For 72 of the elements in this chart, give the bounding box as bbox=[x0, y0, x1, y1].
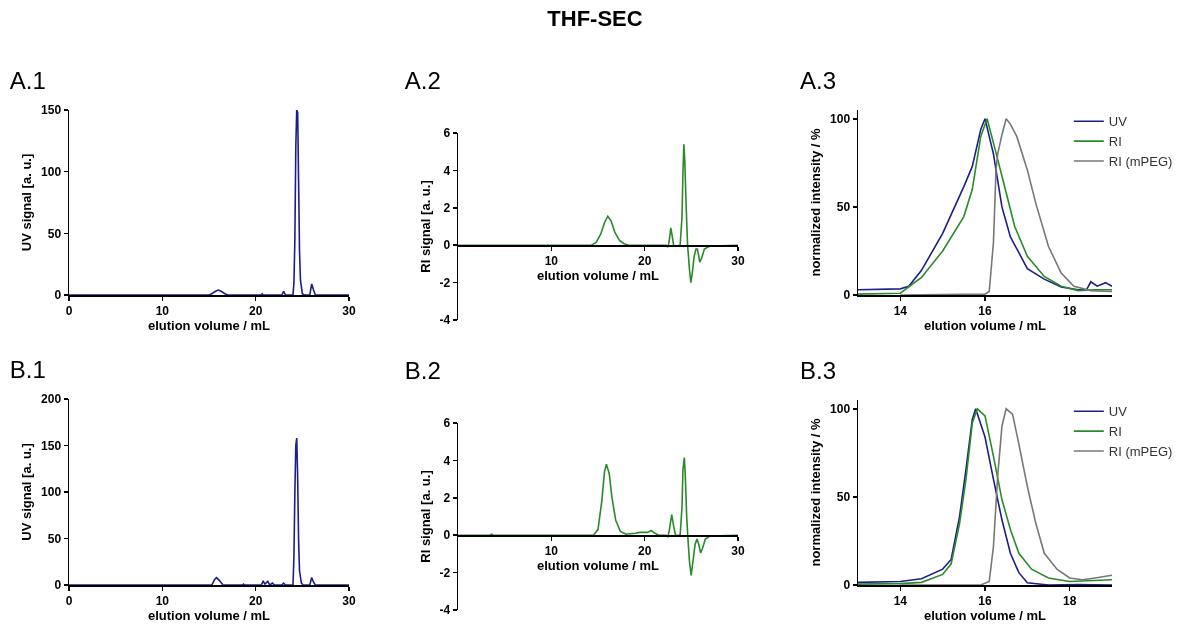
y-tick-label: 0 bbox=[54, 578, 62, 593]
y-tick-label: 100 bbox=[41, 164, 62, 179]
y-tick-label: 2 bbox=[443, 201, 451, 215]
y-axis-title: normalized intensity / % bbox=[808, 128, 824, 277]
text: THF-SEC bbox=[546, 6, 644, 32]
x-tick-label: 30 bbox=[342, 303, 356, 318]
y-tick-label: -2 bbox=[439, 275, 451, 290]
y-axis-title: RI signal [a. u.] bbox=[417, 470, 433, 563]
y-tick-label: 6 bbox=[443, 126, 451, 141]
x-tick-label: 10 bbox=[155, 593, 170, 608]
x-axis-title: elution volume / mL bbox=[923, 608, 1047, 624]
x-axis-title: elution volume / mL bbox=[147, 608, 271, 624]
x-tick-label: 20 bbox=[248, 303, 263, 318]
y-tick-label: 4 bbox=[443, 163, 451, 178]
y-tick-label: 100 bbox=[41, 485, 62, 500]
x-tick-label: 18 bbox=[1062, 593, 1077, 608]
x-tick-label: 14 bbox=[893, 303, 908, 318]
x-tick-label: 20 bbox=[637, 254, 652, 269]
x-axis-title: elution volume / mL bbox=[923, 318, 1047, 334]
y-tick-label: 0 bbox=[443, 528, 451, 543]
chart-title: B.3 bbox=[800, 356, 837, 384]
y-tick-label: 50 bbox=[47, 226, 62, 241]
y-tick-label: 6 bbox=[443, 416, 451, 431]
x-tick-label: 10 bbox=[155, 303, 170, 318]
y-tick-label: 50 bbox=[836, 490, 851, 505]
legend-label: UV bbox=[1108, 404, 1128, 420]
y-tick-label: 0 bbox=[843, 578, 851, 593]
y-axis-title: normalized intensity / % bbox=[808, 418, 824, 567]
x-tick-label: 0 bbox=[65, 303, 73, 318]
x-tick-label: 16 bbox=[978, 593, 992, 608]
x-axis-title: elution volume / mL bbox=[536, 268, 660, 284]
y-tick-label: 100 bbox=[830, 402, 851, 417]
x-tick-label: 16 bbox=[978, 303, 992, 318]
y-axis-title: RI signal [a. u.] bbox=[417, 180, 433, 273]
x-tick-label: 30 bbox=[731, 544, 745, 559]
x-tick-label: 10 bbox=[544, 254, 559, 269]
y-axis-title: UV signal [a. u.] bbox=[19, 153, 35, 252]
y-tick-label: 50 bbox=[47, 531, 62, 546]
y-tick-label: 0 bbox=[843, 288, 851, 303]
x-tick-label: 20 bbox=[637, 544, 652, 559]
x-tick-label: 0 bbox=[65, 593, 73, 608]
x-tick-label: 30 bbox=[731, 254, 745, 269]
y-tick-label: -4 bbox=[439, 313, 451, 328]
legend-label: RI (mPEG) bbox=[1108, 154, 1173, 170]
x-tick-label: 10 bbox=[544, 544, 559, 559]
x-axis-title: elution volume / mL bbox=[536, 558, 660, 574]
y-tick-label: 2 bbox=[443, 491, 451, 505]
y-tick-label: 150 bbox=[41, 103, 62, 118]
x-axis-title: elution volume / mL bbox=[147, 318, 271, 334]
legend-label: UV bbox=[1108, 114, 1128, 130]
x-tick-label: 20 bbox=[248, 593, 263, 608]
y-tick-label: 50 bbox=[836, 200, 851, 215]
chart-title: B.2 bbox=[404, 356, 441, 384]
chart-title: A.3 bbox=[800, 66, 837, 94]
y-tick-label: 200 bbox=[41, 392, 62, 407]
y-tick-label: -2 bbox=[439, 565, 451, 580]
y-tick-label: 0 bbox=[54, 288, 62, 303]
legend-label: RI (mPEG) bbox=[1108, 444, 1173, 460]
y-tick-label: 0 bbox=[443, 238, 451, 253]
x-tick-label: 30 bbox=[342, 593, 356, 608]
x-tick-label: 18 bbox=[1062, 303, 1077, 318]
legend-label: RI bbox=[1108, 424, 1122, 440]
y-axis-title: UV signal [a. u.] bbox=[19, 443, 35, 541]
y-tick-label: 4 bbox=[443, 453, 451, 468]
y-tick-label: 150 bbox=[41, 438, 62, 453]
chart-title: A.2 bbox=[404, 66, 441, 94]
legend-label: RI bbox=[1108, 134, 1122, 150]
y-tick-label: 100 bbox=[830, 112, 851, 127]
chart-title: B.1 bbox=[9, 355, 46, 383]
x-tick-label: 14 bbox=[893, 593, 908, 608]
y-tick-label: -4 bbox=[439, 603, 451, 618]
chart-title: A.1 bbox=[9, 66, 46, 94]
